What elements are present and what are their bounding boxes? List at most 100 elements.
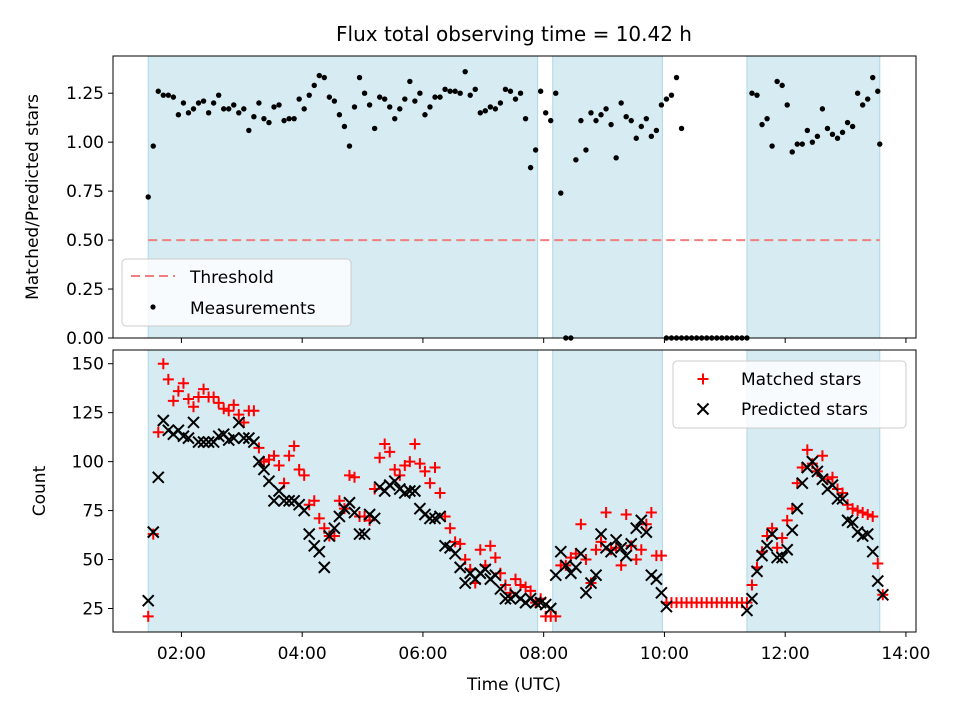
measurement-point xyxy=(392,115,398,122)
matched-star-marker xyxy=(157,358,169,370)
y-tick-label: 100 xyxy=(72,453,104,473)
measurement-point xyxy=(749,90,755,96)
ratio-panel: Flux total observing time = 10.42 h 0.00… xyxy=(23,22,917,349)
predicted-star-marker xyxy=(780,543,794,556)
measurement-point xyxy=(462,68,468,75)
measurement-point xyxy=(296,96,302,102)
matched-star-marker xyxy=(515,579,527,591)
measurement-point xyxy=(215,92,222,98)
matched-star-marker xyxy=(867,510,879,522)
x-tick-label: 14:00 xyxy=(881,644,930,664)
matched-star-marker xyxy=(444,522,456,534)
measurement-point xyxy=(628,117,634,124)
matched-star-marker xyxy=(847,503,859,515)
measurement-point xyxy=(472,86,478,92)
x-tick-label: 02:00 xyxy=(157,644,206,664)
matched-star-marker xyxy=(474,544,486,556)
measurement-point xyxy=(854,90,861,96)
measurement-point xyxy=(301,106,307,112)
predicted-star-marker xyxy=(750,565,764,578)
ratio-y-axis: 0.00 0.25 0.50 0.75 1.00 1.25 xyxy=(66,84,113,349)
predicted-star-marker xyxy=(267,494,281,507)
predicted-star-marker xyxy=(282,494,296,507)
measurement-point xyxy=(779,82,785,89)
predicted-star-marker xyxy=(604,545,618,558)
measurements-layer xyxy=(145,68,883,341)
x-tick-label: 10:00 xyxy=(640,644,689,664)
matched-star-marker xyxy=(293,463,305,475)
observing-window xyxy=(746,55,881,339)
measurement-point xyxy=(527,164,534,171)
matched-stars-legend-swatch xyxy=(697,373,709,385)
measurement-point xyxy=(834,135,841,141)
count-y-axis: 25 50 75 100 125 150 xyxy=(72,355,113,620)
predicted-star-marker xyxy=(192,435,205,449)
measurement-point xyxy=(291,115,297,122)
measurement-point xyxy=(492,106,499,112)
matched-star-marker xyxy=(625,540,637,552)
predicted-star-marker xyxy=(806,455,819,468)
predicted-star-marker xyxy=(544,602,557,615)
measurement-point xyxy=(351,104,358,110)
matched-star-marker xyxy=(233,409,245,421)
measurement-point xyxy=(286,115,292,122)
matched-star-marker xyxy=(816,450,828,462)
measurement-point xyxy=(663,96,670,102)
predicted-star-marker xyxy=(182,431,195,445)
measurement-point xyxy=(200,98,207,104)
measurement-point xyxy=(427,104,433,110)
y-tick-label: 0.00 xyxy=(66,329,104,349)
measurement-point xyxy=(819,106,826,112)
measurement-point xyxy=(432,94,438,100)
measurement-point xyxy=(487,104,494,110)
predicted-star-marker xyxy=(589,569,603,582)
measurement-point xyxy=(864,96,871,102)
predicted-star-marker xyxy=(448,547,462,560)
matched-star-marker xyxy=(208,391,220,403)
predicted-star-marker xyxy=(760,539,774,553)
predicted-star-marker xyxy=(791,502,804,515)
matched-star-marker xyxy=(288,440,300,452)
count-panel-frame xyxy=(112,349,917,633)
predicted-star-marker xyxy=(499,592,512,605)
measurement-point xyxy=(417,90,423,96)
measurement-point xyxy=(877,141,883,147)
measurement-point xyxy=(774,78,780,85)
measurement-point xyxy=(799,141,805,147)
y-tick-label: 125 xyxy=(72,404,104,424)
measurement-point xyxy=(236,110,242,116)
predicted-star-marker xyxy=(323,529,336,543)
predicted-star-marker xyxy=(755,549,769,562)
predicted-star-marker xyxy=(343,496,356,509)
predicted-star-marker xyxy=(619,549,633,562)
measurement-point xyxy=(638,123,644,130)
matched-star-marker xyxy=(223,405,235,417)
measurement-point xyxy=(648,133,655,139)
matched-star-marker xyxy=(409,438,421,450)
measurement-point xyxy=(311,82,317,89)
measurement-point xyxy=(553,90,559,96)
predicted-star-marker xyxy=(318,561,331,574)
matched-star-marker xyxy=(308,495,320,507)
predicted-star-marker xyxy=(433,510,447,523)
measurement-point xyxy=(759,121,765,128)
predicted-star-marker xyxy=(408,484,422,498)
predicted-star-marker xyxy=(202,435,215,449)
measurement-point xyxy=(573,157,579,163)
measurement-point xyxy=(839,129,846,136)
measurement-point xyxy=(326,94,333,100)
matched-star-marker xyxy=(771,542,783,554)
matched-star-marker xyxy=(268,450,280,462)
matched-star-marker xyxy=(434,487,446,499)
predicted-star-marker xyxy=(775,551,789,564)
predicted-star-marker xyxy=(796,476,809,490)
predicted-star-marker xyxy=(252,455,266,468)
matched-star-marker xyxy=(152,426,164,438)
matched-star-marker xyxy=(615,559,627,571)
measurement-point xyxy=(844,119,851,126)
measurement-point xyxy=(306,92,312,98)
matched-star-marker xyxy=(147,528,159,540)
count-legend: Matched stars Predicted stars xyxy=(672,360,907,429)
y-tick-label: 0.50 xyxy=(66,231,104,251)
measurement-point xyxy=(407,78,413,85)
